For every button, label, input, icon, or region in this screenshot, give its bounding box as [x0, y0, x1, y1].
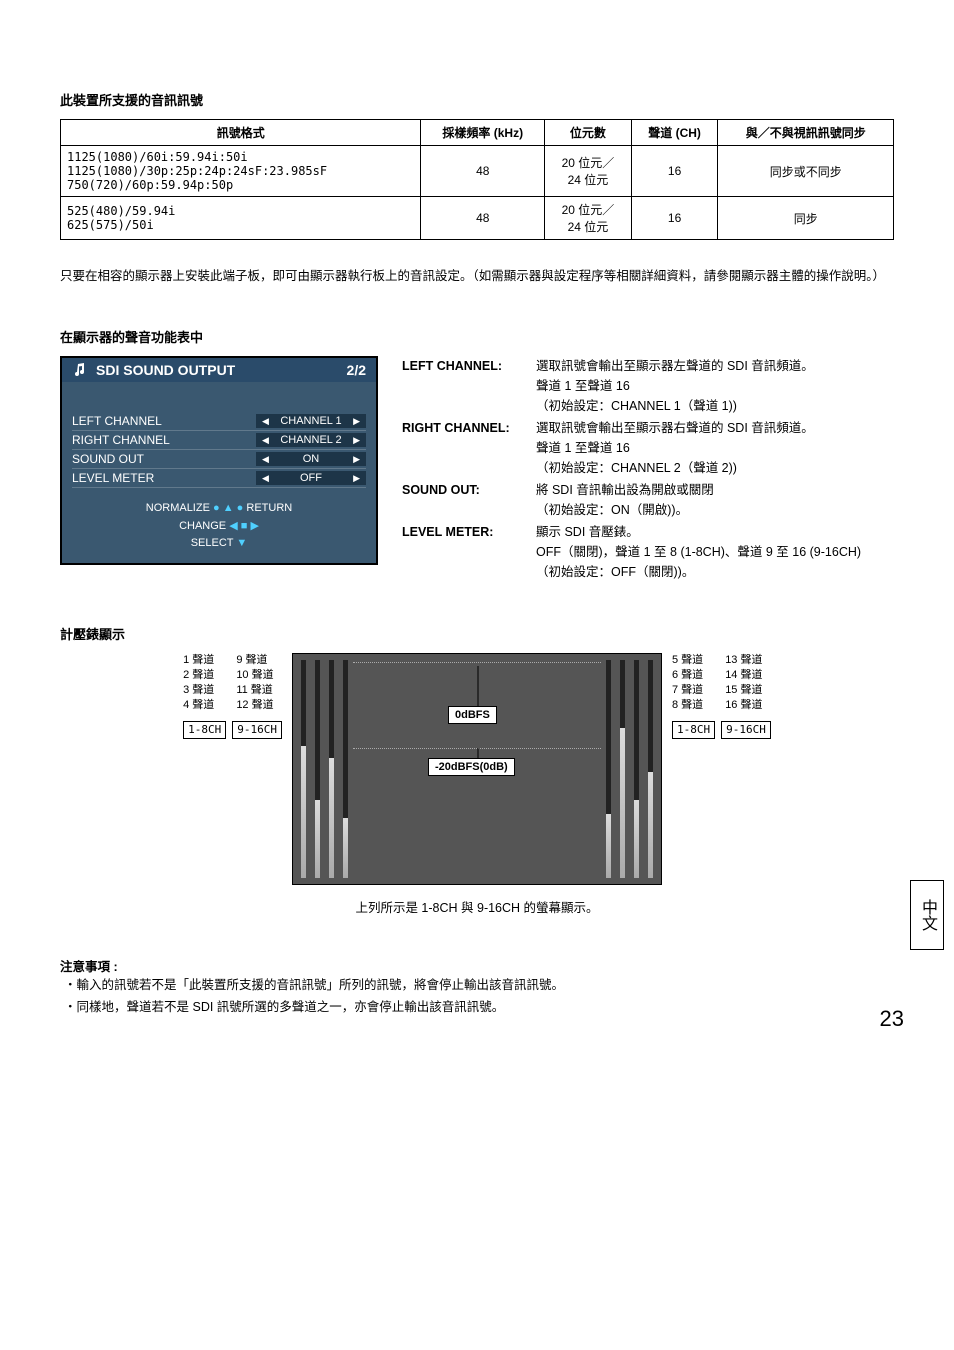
th-khz: 採樣頻率 (kHz)	[421, 120, 545, 146]
intro-paragraph: 只要在相容的顯示器上安裝此端子板，即可由顯示器執行板上的音訊設定。（如需顯示器與…	[60, 266, 894, 287]
notes-title: 注意事項 :	[60, 956, 894, 975]
cell-format: 1125(1080)/60i:59.94i:50i 1125(1080)/30p…	[61, 146, 421, 197]
section-title-3: 計壓錶顯示	[60, 624, 894, 643]
desc-text: 顯示 SDI 音壓錶。 OFF（關閉)，聲道 1 至 8 (1-8CH)、聲道 …	[536, 522, 894, 582]
meter-caption: 上列所示是 1-8CH 與 9-16CH 的螢幕顯示。	[60, 897, 894, 916]
desc-label-sound-out: SOUND OUT:	[402, 480, 536, 520]
th-format: 訊號格式	[61, 120, 421, 146]
menu-item-sound-out[interactable]: SOUND OUT ◀ON▶	[72, 450, 366, 469]
menu-title: SDI SOUND OUTPUT	[96, 362, 235, 378]
bars-left	[301, 660, 348, 878]
menu-footer: NORMALIZE ● ▲ ● RETURN CHANGE ◀ ■ ▶ SELE…	[72, 488, 366, 553]
cell-format: 525(480)/59.94i 625(575)/50i	[61, 197, 421, 240]
audio-signal-table: 訊號格式 採樣頻率 (kHz) 位元數 聲道 (CH) 與／不與視訊訊號同步 1…	[60, 119, 894, 240]
th-bits: 位元數	[545, 120, 632, 146]
note-item: 輸入的訊號若不是「此裝置所支援的音訊訊號」所列的訊號，將會停止輸出該音訊訊號。	[64, 975, 894, 996]
desc-label-right-channel: RIGHT CHANNEL:	[402, 418, 536, 478]
menu-item-label: LEFT CHANNEL	[72, 414, 162, 428]
sdi-sound-menu: SDI SOUND OUTPUT 2/2 LEFT CHANNEL ◀CHANN…	[60, 356, 378, 565]
note-item: 同樣地，聲道若不是 SDI 訊號所選的多聲道之一，亦會停止輸出該音訊訊號。	[64, 997, 894, 1018]
menu-item-label: SOUND OUT	[72, 452, 144, 466]
cell-khz: 48	[421, 197, 545, 240]
cell-bits: 20 位元／ 24 位元	[545, 197, 632, 240]
meter-screen: 0dBFS -20dBFS(0dB)	[292, 653, 662, 885]
table-row: 1125(1080)/60i:59.94i:50i 1125(1080)/30p…	[61, 146, 894, 197]
menu-item-level-meter[interactable]: LEVEL METER ◀OFF▶	[72, 469, 366, 488]
menu-item-value[interactable]: ◀CHANNEL 1▶	[256, 414, 366, 428]
menu-body: LEFT CHANNEL ◀CHANNEL 1▶ RIGHT CHANNEL ◀…	[62, 382, 376, 563]
menu-item-value[interactable]: ◀OFF▶	[256, 471, 366, 485]
legend-left: 1 聲道 2 聲道 3 聲道 4 聲道 9 聲道 10 聲道 11 聲道 12 …	[183, 653, 282, 739]
menu-item-value[interactable]: ◀ON▶	[256, 452, 366, 466]
cell-sync: 同步	[718, 197, 894, 240]
menu-page-indicator: 2/2	[347, 362, 366, 378]
menu-item-label: LEVEL METER	[72, 471, 154, 485]
menu-item-label: RIGHT CHANNEL	[72, 433, 170, 447]
section-title-1: 此裝置所支援的音訊訊號	[60, 90, 894, 109]
cell-ch: 16	[631, 197, 718, 240]
desc-text: 選取訊號會輸出至顯示器左聲道的 SDI 音訊頻道。 聲道 1 至聲道 16 （初…	[536, 356, 894, 416]
desc-text: 將 SDI 音訊輸出設為開啟或關閉 （初始設定：ON（開啟))。	[536, 480, 894, 520]
menu-item-left-channel[interactable]: LEFT CHANNEL ◀CHANNEL 1▶	[72, 412, 366, 431]
desc-text: 選取訊號會輸出至顯示器右聲道的 SDI 音訊頻道。 聲道 1 至聲道 16 （初…	[536, 418, 894, 478]
ch-box-1-8: 1-8CH	[183, 721, 226, 740]
level-meter-diagram: 1 聲道 2 聲道 3 聲道 4 聲道 9 聲道 10 聲道 11 聲道 12 …	[60, 653, 894, 885]
menu-item-value[interactable]: ◀CHANNEL 2▶	[256, 433, 366, 447]
cell-sync: 同步或不同步	[718, 146, 894, 197]
table-row: 525(480)/59.94i 625(575)/50i 48 20 位元／ 2…	[61, 197, 894, 240]
menu-descriptions: LEFT CHANNEL: 選取訊號會輸出至顯示器左聲道的 SDI 音訊頻道。 …	[402, 356, 894, 584]
desc-label-left-channel: LEFT CHANNEL:	[402, 356, 536, 416]
callout-20dbfs: -20dBFS(0dB)	[428, 758, 515, 776]
section-title-2: 在顯示器的聲音功能表中	[60, 327, 894, 346]
menu-header: SDI SOUND OUTPUT 2/2	[62, 358, 376, 382]
language-side-tab: 中文	[910, 880, 944, 950]
legend-right: 5 聲道 6 聲道 7 聲道 8 聲道 13 聲道 14 聲道 15 聲道 16…	[672, 653, 771, 739]
th-ch: 聲道 (CH)	[631, 120, 718, 146]
cell-khz: 48	[421, 146, 545, 197]
bars-right	[606, 660, 653, 878]
music-note-icon	[72, 362, 88, 378]
page-number: 23	[880, 1006, 904, 1032]
ch-box-1-8: 1-8CH	[672, 721, 715, 740]
desc-label-level-meter: LEVEL METER:	[402, 522, 536, 582]
cell-ch: 16	[631, 146, 718, 197]
ch-box-9-16: 9-16CH	[721, 721, 771, 740]
callout-0dbfs: 0dBFS	[448, 706, 497, 724]
notes-list: 輸入的訊號若不是「此裝置所支援的音訊訊號」所列的訊號，將會停止輸出該音訊訊號。 …	[60, 975, 894, 1018]
th-sync: 與／不與視訊訊號同步	[718, 120, 894, 146]
menu-item-right-channel[interactable]: RIGHT CHANNEL ◀CHANNEL 2▶	[72, 431, 366, 450]
cell-bits: 20 位元／ 24 位元	[545, 146, 632, 197]
ch-box-9-16: 9-16CH	[232, 721, 282, 740]
